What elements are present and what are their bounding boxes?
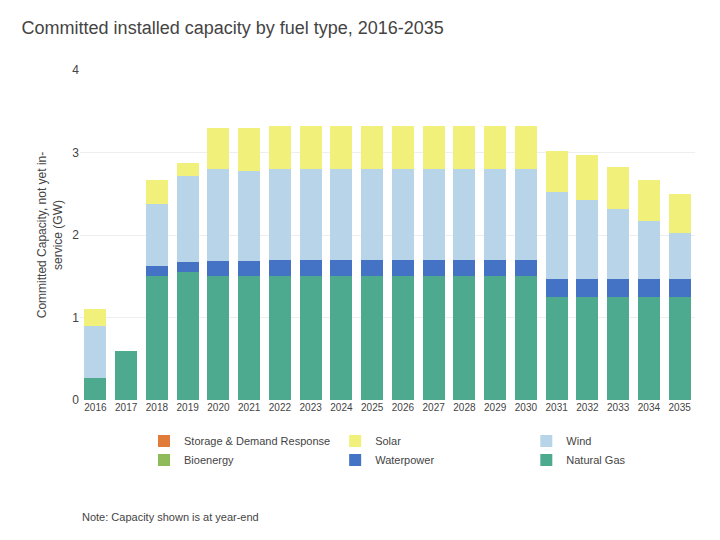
svg-text:2018: 2018	[146, 402, 169, 413]
svg-text:Committed installed capacity b: Committed installed capacity by fuel typ…	[22, 18, 444, 38]
svg-text:2035: 2035	[669, 402, 692, 413]
svg-text:1: 1	[72, 311, 79, 325]
svg-text:2: 2	[72, 228, 79, 242]
svg-text:2022: 2022	[269, 402, 292, 413]
svg-text:2021: 2021	[238, 402, 261, 413]
svg-text:2031: 2031	[546, 402, 569, 413]
svg-text:0: 0	[72, 393, 79, 407]
svg-text:4: 4	[72, 63, 79, 77]
svg-text:Natural Gas: Natural Gas	[566, 454, 625, 466]
svg-text:2025: 2025	[361, 402, 384, 413]
svg-text:2033: 2033	[607, 402, 630, 413]
svg-text:2027: 2027	[423, 402, 446, 413]
svg-text:2028: 2028	[453, 402, 476, 413]
svg-text:2030: 2030	[515, 402, 538, 413]
svg-text:2026: 2026	[392, 402, 415, 413]
svg-text:2024: 2024	[330, 402, 353, 413]
svg-text:Note: Capacity shown is at yea: Note: Capacity shown is at year-end	[82, 511, 259, 523]
svg-text:Waterpower: Waterpower	[375, 454, 434, 466]
svg-text:2016: 2016	[84, 402, 107, 413]
svg-text:2023: 2023	[300, 402, 323, 413]
svg-text:2029: 2029	[484, 402, 507, 413]
svg-text:Committed Capacity, not yet in: Committed Capacity, not yet in-service (…	[35, 152, 65, 319]
svg-text:Bioenergy: Bioenergy	[184, 454, 234, 466]
svg-text:2017: 2017	[115, 402, 138, 413]
svg-text:2020: 2020	[207, 402, 230, 413]
svg-text:2032: 2032	[576, 402, 599, 413]
svg-text:2034: 2034	[638, 402, 661, 413]
svg-text:Storage & Demand Response: Storage & Demand Response	[184, 435, 330, 447]
svg-text:Solar: Solar	[375, 435, 401, 447]
svg-text:2019: 2019	[177, 402, 200, 413]
svg-text:3: 3	[72, 146, 79, 160]
svg-text:Wind: Wind	[566, 435, 591, 447]
